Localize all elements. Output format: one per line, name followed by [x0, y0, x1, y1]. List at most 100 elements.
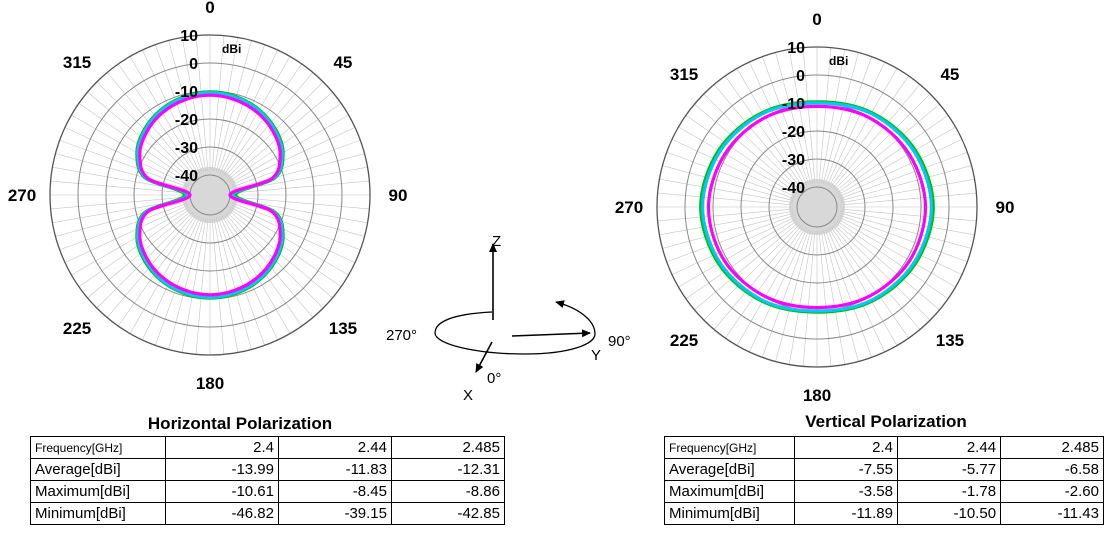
radial-gridline [55, 153, 187, 190]
radial-gridline [219, 49, 278, 174]
radial-gridline [142, 216, 201, 341]
radial-gridline [833, 223, 931, 321]
r-tick-label: -10 [782, 96, 805, 113]
radial-gridline [761, 229, 810, 358]
r-tick-label: 0 [189, 56, 198, 73]
cell: -2.60 [1000, 480, 1104, 503]
r-tick-label: -40 [782, 180, 805, 197]
r-tick-label: -20 [175, 112, 198, 129]
radial-gridline [835, 103, 940, 192]
radial-gridline [685, 114, 798, 194]
radial-gridline [788, 49, 814, 184]
radial-gridline [64, 204, 189, 263]
radial-gridline [671, 216, 796, 275]
angle-label-135: 135 [936, 331, 964, 350]
radial-gridline [830, 75, 910, 188]
radial-gridline [154, 44, 203, 173]
radial-gridline [233, 200, 365, 237]
radial-gridline [154, 217, 203, 346]
radial-gridline [736, 227, 806, 346]
radial-gridline [229, 208, 342, 288]
radial-gridline [181, 37, 207, 172]
y-axis [511, 329, 591, 338]
unit-label: dBi [829, 54, 848, 68]
radial-gridline [215, 218, 252, 350]
angle-label-270: 270 [8, 186, 36, 205]
radial-gridline [775, 52, 812, 184]
radial-gridline [724, 226, 804, 339]
radial-gridline [828, 227, 898, 346]
cell: -11.89 [794, 502, 898, 525]
angle-label-225: 225 [63, 319, 91, 338]
r-tick-label: -30 [175, 140, 198, 157]
radial-gridline [219, 216, 278, 341]
ring-gridline [77, 62, 343, 328]
radial-gridline [50, 196, 187, 210]
freq-value: 2.485 [1000, 436, 1104, 459]
table-row: Frequency[GHz] 2.4 2.44 2.485 [30, 436, 505, 459]
radial-gridline [78, 208, 191, 288]
radial-gridline [195, 218, 209, 355]
freq-value: 2.44 [278, 436, 392, 459]
radial-gridline [802, 47, 816, 184]
radial-gridline [836, 114, 949, 194]
radial-gridline [71, 206, 190, 276]
radial-gridline [221, 56, 291, 175]
cell: -10.61 [165, 480, 279, 503]
radial-gridline [211, 35, 225, 172]
freq-value: 2.4 [165, 436, 279, 459]
radial-gridline [129, 215, 199, 334]
radial-gridline [694, 103, 799, 192]
horizontal-polar-chart: 10 0 -10 -20 -30 -40 dBi 0 45 90 135 180 225 270 315 [8, 0, 408, 393]
radial-gridline [233, 180, 370, 194]
radial-gridline [662, 165, 794, 202]
rotation-ellipse [434, 300, 596, 355]
z-label: Z [492, 233, 501, 250]
series-line-2 [138, 93, 282, 297]
radial-gridline [678, 126, 797, 196]
radial-gridline [662, 212, 794, 249]
radial-gridline [818, 47, 832, 184]
x-axis [475, 341, 493, 373]
radial-gridline [832, 84, 921, 189]
vertical-title: Vertical Polarization [805, 412, 967, 431]
radial-gridline [195, 35, 209, 172]
series-line-1 [136, 91, 284, 299]
cell: -39.15 [278, 502, 392, 525]
freq-value: 2.4 [794, 436, 898, 459]
radial-gridline [749, 61, 808, 186]
angle-0-label: 0° [487, 370, 501, 387]
angle-label-315: 315 [670, 65, 698, 84]
ring-gridline [740, 130, 894, 284]
radial-gridline [211, 218, 225, 355]
angle-label-315: 315 [63, 53, 91, 72]
radial-gridline [221, 215, 291, 334]
radial-gridline [229, 102, 342, 182]
row-label: Average[dBi] [30, 458, 166, 481]
radial-gridline [232, 202, 361, 251]
row-label: Minimum[dBi] [30, 502, 166, 525]
cell: -13.99 [165, 458, 279, 481]
x-label: X [463, 387, 473, 404]
radial-gridline [233, 153, 365, 190]
cell: -8.45 [278, 480, 392, 503]
angle-label-90: 90 [996, 198, 1015, 217]
row-label: Maximum[dBi] [663, 480, 796, 503]
cell: -12.31 [391, 458, 505, 481]
radial-gridline [703, 93, 801, 191]
radial-gridline [50, 180, 187, 194]
radial-gridline [657, 208, 794, 222]
radial-gridline [828, 68, 898, 187]
radial-gridline [835, 222, 940, 311]
radial-gridline [840, 212, 972, 249]
r-tick-label: -10 [175, 84, 198, 101]
angle-label-0: 0 [812, 10, 821, 29]
cell: -8.86 [391, 480, 505, 503]
radial-gridline [233, 196, 370, 210]
table-row: Average[dBi] -7.55 -5.77 -6.58 [663, 458, 1104, 481]
radial-gridline [168, 218, 205, 350]
r-tick-label: 0 [796, 68, 805, 85]
row-label: Minimum[dBi] [663, 502, 796, 525]
radial-gridline [232, 139, 361, 188]
table-row: Frequency[GHz] 2.4 2.44 2.485 [663, 436, 1104, 459]
